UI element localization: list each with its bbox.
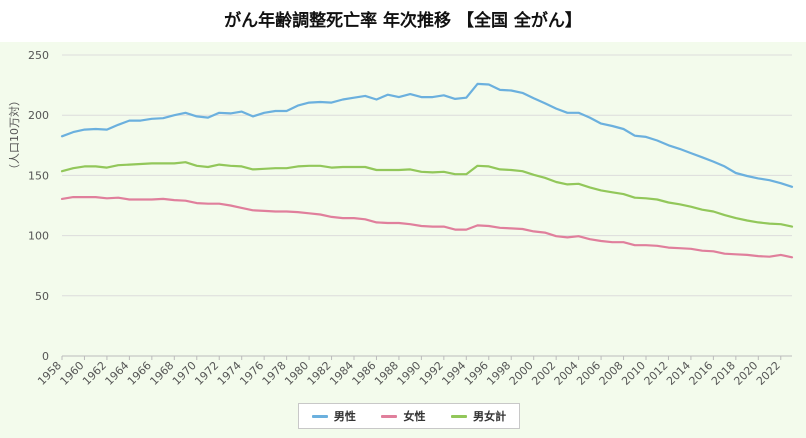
series-line-1 bbox=[60, 196, 794, 259]
legend-label-female: 女性 bbox=[403, 410, 426, 423]
x-tick-label: 1960 bbox=[58, 359, 87, 388]
x-tick-label: 1980 bbox=[282, 359, 311, 388]
x-tick-label: 1998 bbox=[484, 359, 513, 388]
x-tick-label: 1962 bbox=[80, 359, 109, 388]
x-tick-label: 1988 bbox=[372, 359, 401, 388]
x-tick-label: 1994 bbox=[439, 359, 468, 388]
x-tick-label: 1972 bbox=[192, 359, 221, 388]
legend-item-total[interactable]: 男女計 bbox=[451, 408, 506, 424]
x-tick-label: 1964 bbox=[103, 359, 132, 388]
series-line-2 bbox=[60, 161, 794, 228]
x-tick-label: 2022 bbox=[754, 359, 783, 388]
x-tick-label: 2002 bbox=[529, 359, 558, 388]
chart-legend: 男性 女性 男女計 bbox=[298, 403, 520, 429]
y-axis-label: （人口10万対） bbox=[8, 95, 21, 175]
legend-item-female[interactable]: 女性 bbox=[381, 408, 425, 424]
legend-item-male[interactable]: 男性 bbox=[311, 408, 356, 424]
x-tick-label: 1966 bbox=[125, 359, 154, 388]
x-tick-label: 1976 bbox=[237, 359, 266, 388]
y-tick-label: 100 bbox=[28, 230, 49, 243]
legend-swatch-female bbox=[381, 414, 398, 418]
x-tick-label: 1996 bbox=[462, 359, 491, 388]
x-tick-label: 2010 bbox=[619, 359, 648, 388]
x-tick-label: 1970 bbox=[170, 359, 199, 388]
x-tick-label: 1968 bbox=[147, 359, 176, 388]
plot-background bbox=[0, 42, 806, 438]
x-tick-label: 2020 bbox=[731, 359, 760, 388]
x-tick-label: 2008 bbox=[597, 359, 626, 388]
legend-label-male: 男性 bbox=[333, 410, 356, 423]
x-tick-label: 1982 bbox=[305, 359, 334, 388]
chart-title: がん年齢調整死亡率 年次推移 【全国 全がん】 bbox=[224, 11, 582, 31]
x-tick-label: 1978 bbox=[260, 359, 289, 388]
x-tick-label: 2004 bbox=[552, 359, 581, 388]
x-tick-label: 2000 bbox=[507, 359, 536, 388]
legend-label-total: 男女計 bbox=[473, 410, 507, 423]
legend-swatch-total bbox=[451, 414, 468, 418]
x-tick-label: 1992 bbox=[417, 359, 446, 388]
x-tick-label: 1990 bbox=[395, 359, 424, 388]
x-tick-label: 2006 bbox=[574, 359, 603, 388]
series-line-0 bbox=[60, 82, 794, 188]
y-tick-label: 50 bbox=[35, 290, 49, 303]
x-tick-label: 2012 bbox=[642, 359, 671, 388]
x-tick-label: 1974 bbox=[215, 359, 244, 388]
x-tick-label: 1986 bbox=[350, 359, 379, 388]
y-tick-label: 250 bbox=[28, 49, 49, 62]
x-tick-label: 1958 bbox=[35, 359, 64, 388]
y-tick-label: 150 bbox=[28, 169, 49, 182]
y-tick-label: 0 bbox=[42, 350, 49, 363]
y-tick-label: 200 bbox=[28, 109, 49, 122]
x-tick-label: 2018 bbox=[709, 359, 738, 388]
x-tick-label: 2016 bbox=[687, 359, 716, 388]
x-tick-label: 1984 bbox=[327, 359, 356, 388]
legend-swatch-male bbox=[311, 414, 328, 418]
x-tick-label: 2014 bbox=[664, 359, 693, 388]
